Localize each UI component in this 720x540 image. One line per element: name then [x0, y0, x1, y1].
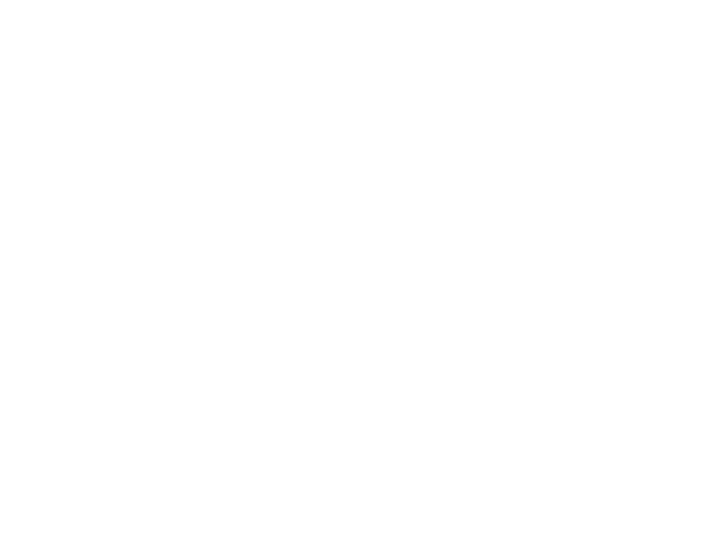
- Text: p→q :: p→q :: [24, 260, 86, 280]
- Text: Inverse:: Inverse:: [24, 154, 118, 175]
- Text: Forms of Conditional Statements: Forms of Conditional Statements: [42, 51, 557, 78]
- Text: State the opposite of both the hypothesis and conclusion.: State the opposite of both the hypothesi…: [117, 156, 686, 174]
- Text: not: not: [317, 350, 349, 368]
- Text: congruent.: congruent.: [51, 390, 159, 409]
- Text: ∼p→∼q:: ∼p→∼q:: [24, 349, 113, 369]
- Text: (∼p→∼q): (∼p→∼q): [150, 188, 239, 206]
- Text: If: If: [123, 350, 138, 368]
- Text: not: not: [561, 350, 593, 368]
- Text: two angles are: two angles are: [149, 350, 294, 368]
- Text: If: If: [99, 261, 114, 279]
- Text: 11: 11: [559, 510, 581, 527]
- Text: two angles are vertical,: two angles are vertical,: [126, 261, 359, 279]
- Text: they are: they are: [489, 350, 571, 368]
- Text: they are congruent.: they are congruent.: [393, 261, 589, 279]
- Text: then: then: [351, 261, 401, 279]
- Text: then: then: [447, 350, 497, 368]
- Text: vertical,: vertical,: [351, 350, 432, 368]
